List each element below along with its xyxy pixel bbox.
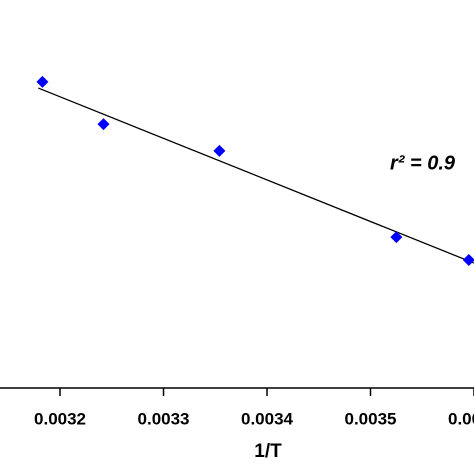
x-tick-label: 0.0035 [345,409,397,428]
trendline [38,87,474,264]
marker [213,144,226,157]
x-tick-label: 0.0033 [138,409,190,428]
x-tick-label: 0.0036 [448,409,474,428]
x-tick-label: 0.0034 [241,409,294,428]
marker [462,253,474,266]
x-axis-label: 1/T [254,441,282,462]
marker [390,231,403,244]
marker [36,75,49,88]
x-tick-label: 0.0032 [34,409,86,428]
marker [97,118,110,131]
annotation: r² = 0.9 [390,152,456,174]
